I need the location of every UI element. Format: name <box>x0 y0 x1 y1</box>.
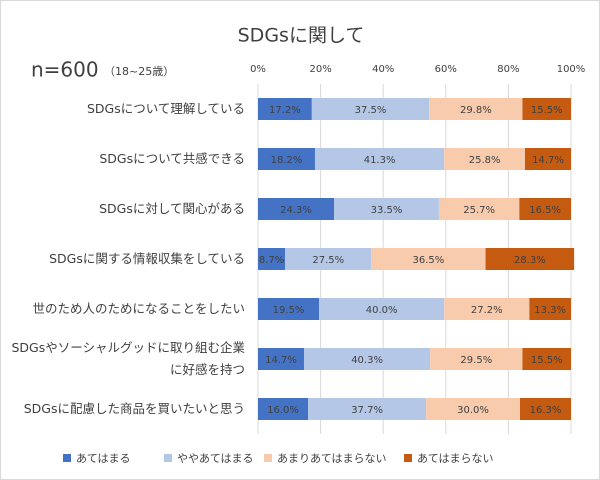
value-label: 24.3% <box>280 205 312 216</box>
value-label: 27.2% <box>471 305 503 316</box>
legend-label: あてはまる <box>76 452 131 465</box>
bar-segment <box>285 248 372 270</box>
bar-segment <box>258 148 315 170</box>
x-tick-label: 20% <box>309 64 331 75</box>
legend-swatch <box>63 454 71 462</box>
sample-note: （18~25歳） <box>104 65 174 78</box>
bar-segment <box>319 298 445 320</box>
value-label: 40.3% <box>351 355 383 366</box>
value-label: 16.0% <box>267 405 299 416</box>
value-label: 27.5% <box>312 255 344 266</box>
bar-segment <box>304 348 431 370</box>
bar-segment <box>311 98 430 120</box>
value-label: 40.0% <box>366 305 398 316</box>
value-label: 18.2% <box>271 155 303 166</box>
value-label: 41.3% <box>364 155 396 166</box>
value-label: 16.5% <box>529 205 561 216</box>
category-label: SDGsやソーシャルグッドに取り組む企業に好感を持つ <box>11 340 245 377</box>
bar-segment <box>430 348 523 370</box>
x-tick-label: 0% <box>250 64 266 75</box>
value-label: 8.7% <box>259 255 284 266</box>
value-label: 25.8% <box>469 155 501 166</box>
bar-segment <box>258 298 320 320</box>
bar-segment <box>444 298 530 320</box>
bar-segment <box>529 298 571 320</box>
value-label: 30.0% <box>457 405 489 416</box>
bar-segment <box>522 348 571 370</box>
category-label: SDGsについて共感できる <box>99 151 245 166</box>
category-label: 世のため人のためになることをしたい <box>32 301 245 316</box>
value-label: 29.8% <box>460 105 492 116</box>
value-label: 33.5% <box>371 205 403 216</box>
bar-segment <box>334 198 439 220</box>
bar-segment <box>258 348 305 370</box>
bar-segment <box>308 398 427 420</box>
legend-label: あてはまらない <box>417 452 494 465</box>
bar-segment <box>258 398 309 420</box>
category-label: SDGsに配慮した商品を買いたいと思う <box>23 401 245 416</box>
x-tick-label: 100% <box>557 64 586 75</box>
bar-segment <box>444 148 525 170</box>
category-label: SDGsに関する情報収集をしている <box>49 251 245 266</box>
legend-swatch <box>404 454 412 462</box>
bar-segment <box>371 248 486 270</box>
value-label: 28.3% <box>514 255 546 266</box>
value-label: 17.2% <box>269 105 301 116</box>
value-label: 15.5% <box>531 355 563 366</box>
bar-segment <box>258 248 286 270</box>
bar-segment <box>485 248 575 270</box>
value-label: 25.7% <box>463 205 495 216</box>
bar-segment <box>522 98 571 120</box>
chart-title: SDGsに関して <box>238 25 365 47</box>
legend-label: ややあてはまる <box>177 452 254 465</box>
value-label: 37.7% <box>351 405 383 416</box>
value-label: 15.5% <box>531 105 563 116</box>
bar-segment <box>519 398 571 420</box>
bar-segment <box>524 148 571 170</box>
bar-segment <box>519 198 571 220</box>
bar-segment <box>258 198 335 220</box>
value-label: 13.3% <box>534 305 566 316</box>
value-label: 14.7% <box>265 355 297 366</box>
legend-swatch <box>164 454 172 462</box>
bar-segment <box>426 398 520 420</box>
legend-swatch <box>264 454 272 462</box>
value-label: 19.5% <box>273 305 305 316</box>
value-label: 37.5% <box>355 105 387 116</box>
bar-segment <box>258 98 312 120</box>
sample-size: n=600 <box>31 58 99 82</box>
value-label: 29.5% <box>460 355 492 366</box>
category-label: SDGsに対して関心がある <box>99 201 245 216</box>
x-tick-label: 60% <box>435 64 457 75</box>
x-tick-label: 80% <box>497 64 519 75</box>
legend-label: あまりあてはまらない <box>277 452 387 465</box>
bar-segment <box>429 98 523 120</box>
category-label: SDGsについて理解している <box>86 101 245 116</box>
bar-segment <box>314 148 445 170</box>
value-label: 14.7% <box>532 155 564 166</box>
value-label: 16.3% <box>530 405 562 416</box>
bar-segment <box>438 198 520 220</box>
value-label: 36.5% <box>413 255 445 266</box>
x-tick-label: 40% <box>372 64 394 75</box>
